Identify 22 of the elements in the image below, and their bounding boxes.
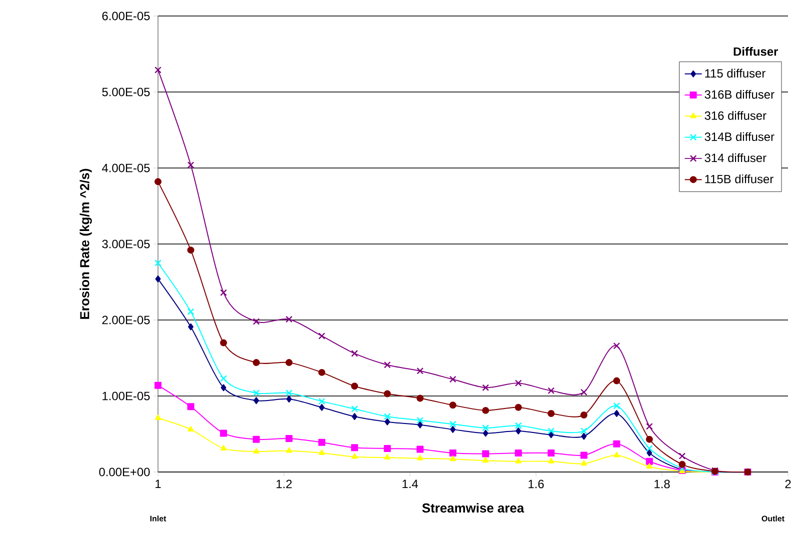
y-tick-label: 3.00E-05 — [102, 240, 150, 248]
y-tick-label: 1.00E-05 — [102, 392, 150, 400]
legend-label: 316 diffuser — [704, 111, 766, 120]
y-tick-label: 0.00E+00 — [99, 468, 150, 476]
legend-label: 314B diffuser — [704, 132, 774, 141]
x-tick-label: 1.2 — [276, 480, 292, 488]
y-tick-label: 2.00E-05 — [102, 316, 150, 324]
y-tick-label: 4.00E-05 — [102, 164, 150, 172]
y-tick-label: 5.00E-05 — [102, 88, 150, 96]
legend-label: 115 diffuser — [705, 68, 766, 78]
x-tick-label: 1.8 — [654, 480, 670, 488]
legend-label: 314 diffuser — [704, 153, 766, 162]
x-tick-label: 2 — [785, 480, 791, 488]
y-axis-title: Erosion Rate (kg/m ^2/s) — [80, 168, 92, 319]
legend-label: 316B diffuser — [704, 90, 774, 99]
y-tick-label: 6.00E-05 — [102, 12, 150, 20]
x-tick-label: 1.4 — [402, 480, 418, 488]
legend-title: Diffuser — [734, 47, 778, 56]
legend-label: 115B diffuser — [705, 174, 774, 184]
x-tick-label: 1.6 — [528, 480, 544, 488]
x-tick-label: 1 — [156, 480, 161, 488]
x-axis-title: Streamwise area — [422, 503, 524, 513]
